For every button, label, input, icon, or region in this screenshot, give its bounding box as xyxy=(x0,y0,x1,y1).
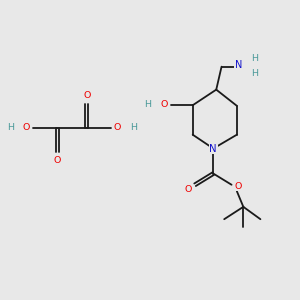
Text: H: H xyxy=(7,123,14,132)
Text: H: H xyxy=(251,54,258,63)
Text: H: H xyxy=(251,69,258,78)
Text: O: O xyxy=(54,156,61,165)
Text: O: O xyxy=(83,91,90,100)
Text: H: H xyxy=(144,100,152,109)
Text: N: N xyxy=(209,143,217,154)
Text: H: H xyxy=(130,123,137,132)
Text: O: O xyxy=(114,123,121,132)
Text: O: O xyxy=(161,100,168,109)
Text: O: O xyxy=(234,182,242,191)
Text: O: O xyxy=(185,185,192,194)
Text: O: O xyxy=(22,123,30,132)
Text: N: N xyxy=(235,60,242,70)
